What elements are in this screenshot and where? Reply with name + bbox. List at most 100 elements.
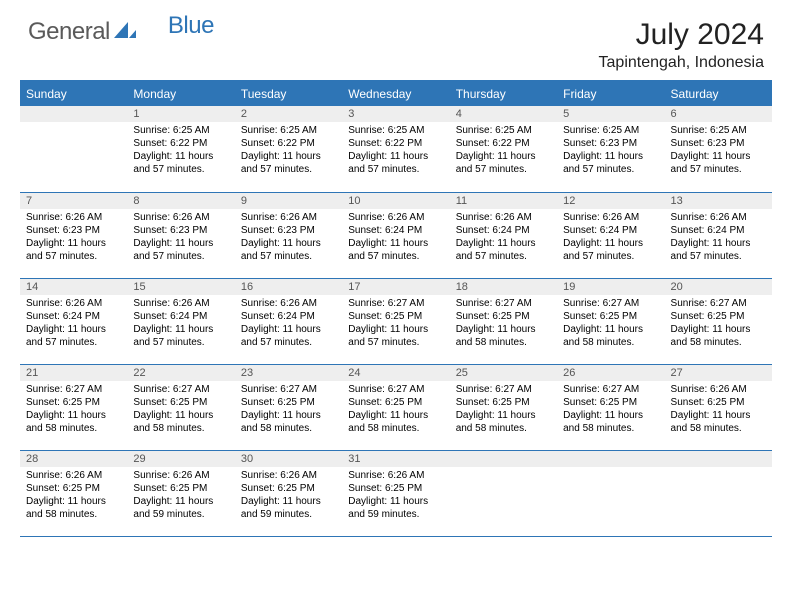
sunrise-text: Sunrise: 6:25 AM [456,124,551,137]
day-content: Sunrise: 6:26 AMSunset: 6:23 PMDaylight:… [127,209,234,267]
day-content: Sunrise: 6:25 AMSunset: 6:23 PMDaylight:… [557,122,664,180]
sunrise-text: Sunrise: 6:26 AM [133,469,228,482]
sunset-text: Sunset: 6:25 PM [348,310,443,323]
day-content: Sunrise: 6:25 AMSunset: 6:22 PMDaylight:… [342,122,449,180]
day-number: 17 [342,279,449,295]
daylight-text: Daylight: 11 hours and 57 minutes. [26,237,121,263]
daylight-text: Daylight: 11 hours and 58 minutes. [563,409,658,435]
sunrise-text: Sunrise: 6:27 AM [563,383,658,396]
daylight-text: Daylight: 11 hours and 58 minutes. [26,495,121,521]
sunset-text: Sunset: 6:25 PM [563,310,658,323]
day-number: 14 [20,279,127,295]
calendar-day-cell: 27Sunrise: 6:26 AMSunset: 6:25 PMDayligh… [665,364,772,450]
sunrise-text: Sunrise: 6:27 AM [671,297,766,310]
sunset-text: Sunset: 6:23 PM [241,224,336,237]
day-number: 31 [342,451,449,467]
sunrise-text: Sunrise: 6:26 AM [241,469,336,482]
sunset-text: Sunset: 6:25 PM [241,396,336,409]
calendar-day-cell: 23Sunrise: 6:27 AMSunset: 6:25 PMDayligh… [235,364,342,450]
day-number: 15 [127,279,234,295]
sunrise-text: Sunrise: 6:27 AM [456,297,551,310]
calendar-day-cell: 10Sunrise: 6:26 AMSunset: 6:24 PMDayligh… [342,192,449,278]
calendar-table: Sunday Monday Tuesday Wednesday Thursday… [20,80,772,537]
sunset-text: Sunset: 6:23 PM [26,224,121,237]
day-number: 13 [665,193,772,209]
daylight-text: Daylight: 11 hours and 57 minutes. [241,150,336,176]
logo-sail-icon [114,20,136,45]
day-content: Sunrise: 6:25 AMSunset: 6:22 PMDaylight:… [127,122,234,180]
sunset-text: Sunset: 6:25 PM [348,396,443,409]
day-number: 5 [557,106,664,122]
sunset-text: Sunset: 6:22 PM [133,137,228,150]
sunset-text: Sunset: 6:24 PM [563,224,658,237]
daylight-text: Daylight: 11 hours and 57 minutes. [456,237,551,263]
day-number: 19 [557,279,664,295]
day-content: Sunrise: 6:25 AMSunset: 6:23 PMDaylight:… [665,122,772,180]
logo: General Blue [28,18,214,46]
weekday-header: Friday [557,81,664,106]
day-content: Sunrise: 6:27 AMSunset: 6:25 PMDaylight:… [235,381,342,439]
calendar-day-cell: 9Sunrise: 6:26 AMSunset: 6:23 PMDaylight… [235,192,342,278]
daylight-text: Daylight: 11 hours and 57 minutes. [348,323,443,349]
day-number: 1 [127,106,234,122]
calendar-day-cell: 18Sunrise: 6:27 AMSunset: 6:25 PMDayligh… [450,278,557,364]
calendar-week-row: 28Sunrise: 6:26 AMSunset: 6:25 PMDayligh… [20,450,772,536]
title-block: July 2024 Tapintengah, Indonesia [599,18,764,72]
weekday-header: Thursday [450,81,557,106]
sunrise-text: Sunrise: 6:27 AM [563,297,658,310]
sunrise-text: Sunrise: 6:26 AM [133,297,228,310]
day-content: Sunrise: 6:27 AMSunset: 6:25 PMDaylight:… [665,295,772,353]
daylight-text: Daylight: 11 hours and 58 minutes. [671,323,766,349]
weekday-header: Wednesday [342,81,449,106]
calendar-day-cell: 31Sunrise: 6:26 AMSunset: 6:25 PMDayligh… [342,450,449,536]
daylight-text: Daylight: 11 hours and 57 minutes. [133,237,228,263]
daylight-text: Daylight: 11 hours and 57 minutes. [563,150,658,176]
sunrise-text: Sunrise: 6:26 AM [26,469,121,482]
sunset-text: Sunset: 6:25 PM [671,310,766,323]
daylight-text: Daylight: 11 hours and 58 minutes. [241,409,336,435]
sunset-text: Sunset: 6:24 PM [133,310,228,323]
day-content: Sunrise: 6:27 AMSunset: 6:25 PMDaylight:… [557,295,664,353]
sunrise-text: Sunrise: 6:26 AM [26,211,121,224]
day-number: 22 [127,365,234,381]
sunset-text: Sunset: 6:25 PM [671,396,766,409]
sunset-text: Sunset: 6:23 PM [133,224,228,237]
day-number: 7 [20,193,127,209]
calendar-day-cell: 24Sunrise: 6:27 AMSunset: 6:25 PMDayligh… [342,364,449,450]
sunset-text: Sunset: 6:25 PM [456,310,551,323]
day-number [450,451,557,467]
calendar-body: 1Sunrise: 6:25 AMSunset: 6:22 PMDaylight… [20,106,772,536]
day-number: 3 [342,106,449,122]
daylight-text: Daylight: 11 hours and 57 minutes. [26,323,121,349]
sunrise-text: Sunrise: 6:27 AM [348,383,443,396]
calendar-week-row: 7Sunrise: 6:26 AMSunset: 6:23 PMDaylight… [20,192,772,278]
calendar-day-cell: 30Sunrise: 6:26 AMSunset: 6:25 PMDayligh… [235,450,342,536]
calendar-day-cell: 21Sunrise: 6:27 AMSunset: 6:25 PMDayligh… [20,364,127,450]
sunrise-text: Sunrise: 6:27 AM [26,383,121,396]
calendar-day-cell [557,450,664,536]
sunrise-text: Sunrise: 6:27 AM [241,383,336,396]
day-number: 25 [450,365,557,381]
day-content: Sunrise: 6:26 AMSunset: 6:24 PMDaylight:… [342,209,449,267]
sunset-text: Sunset: 6:25 PM [133,482,228,495]
day-number [20,106,127,122]
logo-text-blue: Blue [168,12,214,40]
weekday-header: Saturday [665,81,772,106]
day-number: 8 [127,193,234,209]
daylight-text: Daylight: 11 hours and 58 minutes. [456,409,551,435]
calendar-week-row: 14Sunrise: 6:26 AMSunset: 6:24 PMDayligh… [20,278,772,364]
logo-text-general: General [28,18,110,46]
daylight-text: Daylight: 11 hours and 58 minutes. [26,409,121,435]
sunset-text: Sunset: 6:24 PM [348,224,443,237]
day-number: 24 [342,365,449,381]
calendar-day-cell: 29Sunrise: 6:26 AMSunset: 6:25 PMDayligh… [127,450,234,536]
calendar-day-cell: 25Sunrise: 6:27 AMSunset: 6:25 PMDayligh… [450,364,557,450]
sunrise-text: Sunrise: 6:27 AM [133,383,228,396]
day-content: Sunrise: 6:26 AMSunset: 6:24 PMDaylight:… [20,295,127,353]
calendar-day-cell: 20Sunrise: 6:27 AMSunset: 6:25 PMDayligh… [665,278,772,364]
sunrise-text: Sunrise: 6:25 AM [241,124,336,137]
calendar-day-cell: 22Sunrise: 6:27 AMSunset: 6:25 PMDayligh… [127,364,234,450]
sunrise-text: Sunrise: 6:27 AM [456,383,551,396]
header: General Blue July 2024 Tapintengah, Indo… [0,0,792,80]
day-number: 9 [235,193,342,209]
